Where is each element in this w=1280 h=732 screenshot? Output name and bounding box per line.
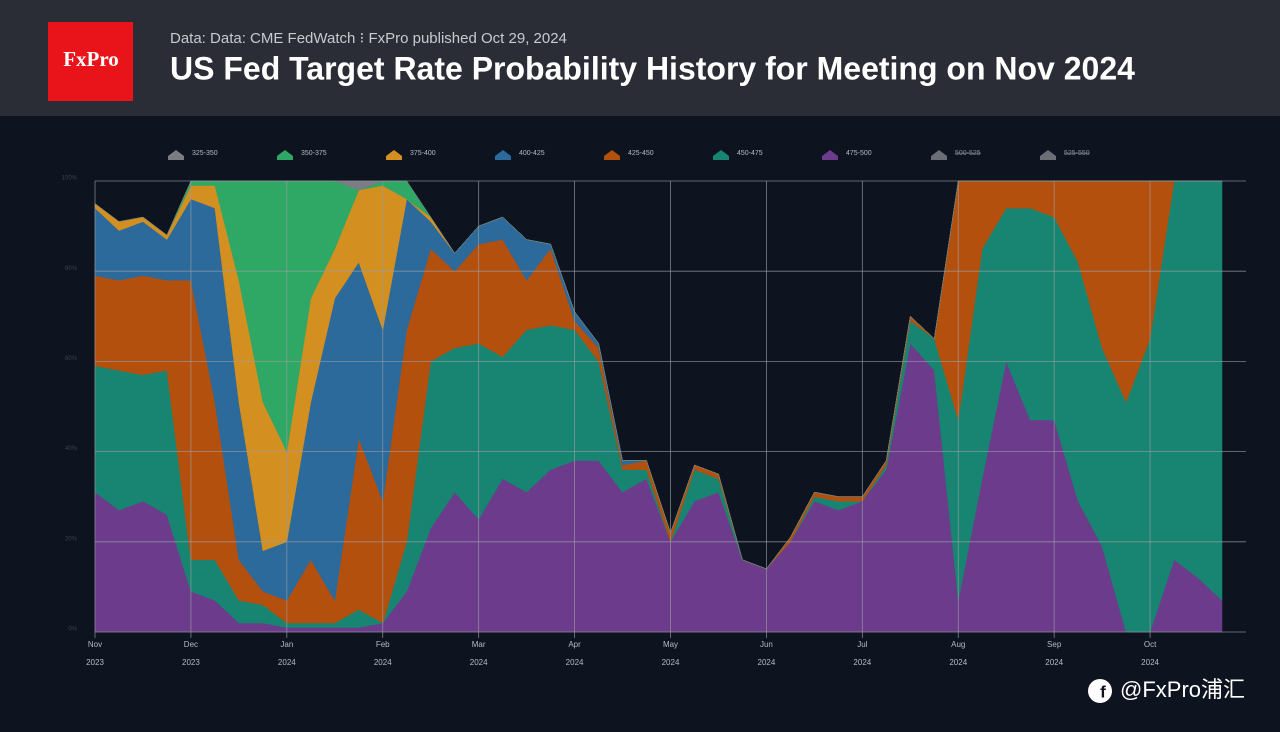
legend-label: 425-450 bbox=[628, 150, 654, 157]
legend-label: 350-375 bbox=[301, 150, 327, 157]
fb-icon bbox=[1088, 679, 1112, 703]
legend-label: 450-475 bbox=[737, 150, 763, 157]
subtitle: Data: Data: CME FedWatch ⁝ FxPro publish… bbox=[170, 30, 567, 47]
y-tick-label: 40% bbox=[65, 446, 78, 452]
legend-label: 525-550 bbox=[1064, 150, 1090, 157]
x-tick-label: Apr 2024 bbox=[566, 640, 584, 667]
legend-marker bbox=[713, 150, 729, 160]
chart-title: US Fed Target Rate Probability History f… bbox=[170, 50, 1135, 86]
legend-label: 400-425 bbox=[519, 150, 545, 157]
legend-label: 475-500 bbox=[846, 150, 872, 157]
y-tick-label: 80% bbox=[65, 266, 78, 272]
legend-label: 500-525 bbox=[955, 150, 981, 157]
legend-marker bbox=[604, 150, 620, 160]
logo: FxPro bbox=[63, 47, 119, 71]
logo-box bbox=[48, 22, 133, 101]
legend-marker bbox=[495, 150, 511, 160]
plot: 0% 20% 40% 60% 80% 100% Nov 2023 Dec 2023 Jan 2024 F… bbox=[62, 150, 1246, 667]
legend-marker bbox=[277, 150, 293, 160]
x-tick-label: Jun 2024 bbox=[758, 640, 776, 667]
x-tick-label: Jul 2024 bbox=[853, 640, 871, 667]
legend-marker bbox=[168, 150, 184, 160]
y-tick-label: 100% bbox=[62, 176, 78, 182]
area bbox=[94, 180, 1222, 570]
x-tick-label: Oct 2024 bbox=[1141, 640, 1159, 667]
x-tick-label: Jan 2024 bbox=[278, 640, 296, 667]
x-tick-label: Sep 2024 bbox=[1045, 640, 1063, 667]
x-tick-label: Dec 2023 bbox=[182, 640, 200, 667]
legend-marker bbox=[1040, 150, 1056, 160]
x-tick-label: Mar 2024 bbox=[470, 640, 488, 667]
legend-marker bbox=[386, 150, 402, 160]
y-tick-label: 20% bbox=[65, 536, 78, 542]
y-tick-label: 0% bbox=[68, 627, 77, 633]
x-tick-label: Nov 2023 bbox=[86, 640, 104, 667]
header-bg bbox=[0, 0, 1280, 116]
fb-letter: f bbox=[1100, 682, 1106, 701]
legend-label: 325-350 bbox=[192, 150, 218, 157]
x-tick-label: May 2024 bbox=[662, 640, 680, 667]
legend-label: 375-400 bbox=[410, 150, 436, 157]
x-tick-label: Feb 2024 bbox=[374, 640, 392, 667]
legend-marker bbox=[822, 150, 838, 160]
y-tick-label: 60% bbox=[65, 356, 78, 362]
legend-marker bbox=[931, 150, 947, 160]
watermark: @FxPro浦汇 bbox=[1120, 677, 1245, 702]
x-tick-label: Aug 2024 bbox=[949, 640, 967, 667]
